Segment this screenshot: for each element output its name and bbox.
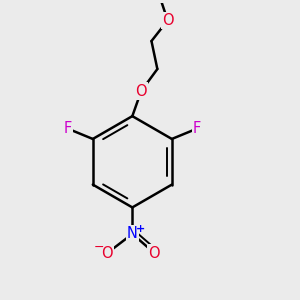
Text: O: O	[135, 84, 147, 99]
Text: +: +	[136, 224, 145, 234]
Text: O: O	[162, 13, 173, 28]
Text: F: F	[64, 121, 72, 136]
Text: O: O	[148, 246, 160, 261]
Text: F: F	[193, 121, 201, 136]
Text: N: N	[127, 226, 138, 242]
Text: O: O	[101, 246, 113, 261]
Text: −: −	[94, 241, 104, 254]
